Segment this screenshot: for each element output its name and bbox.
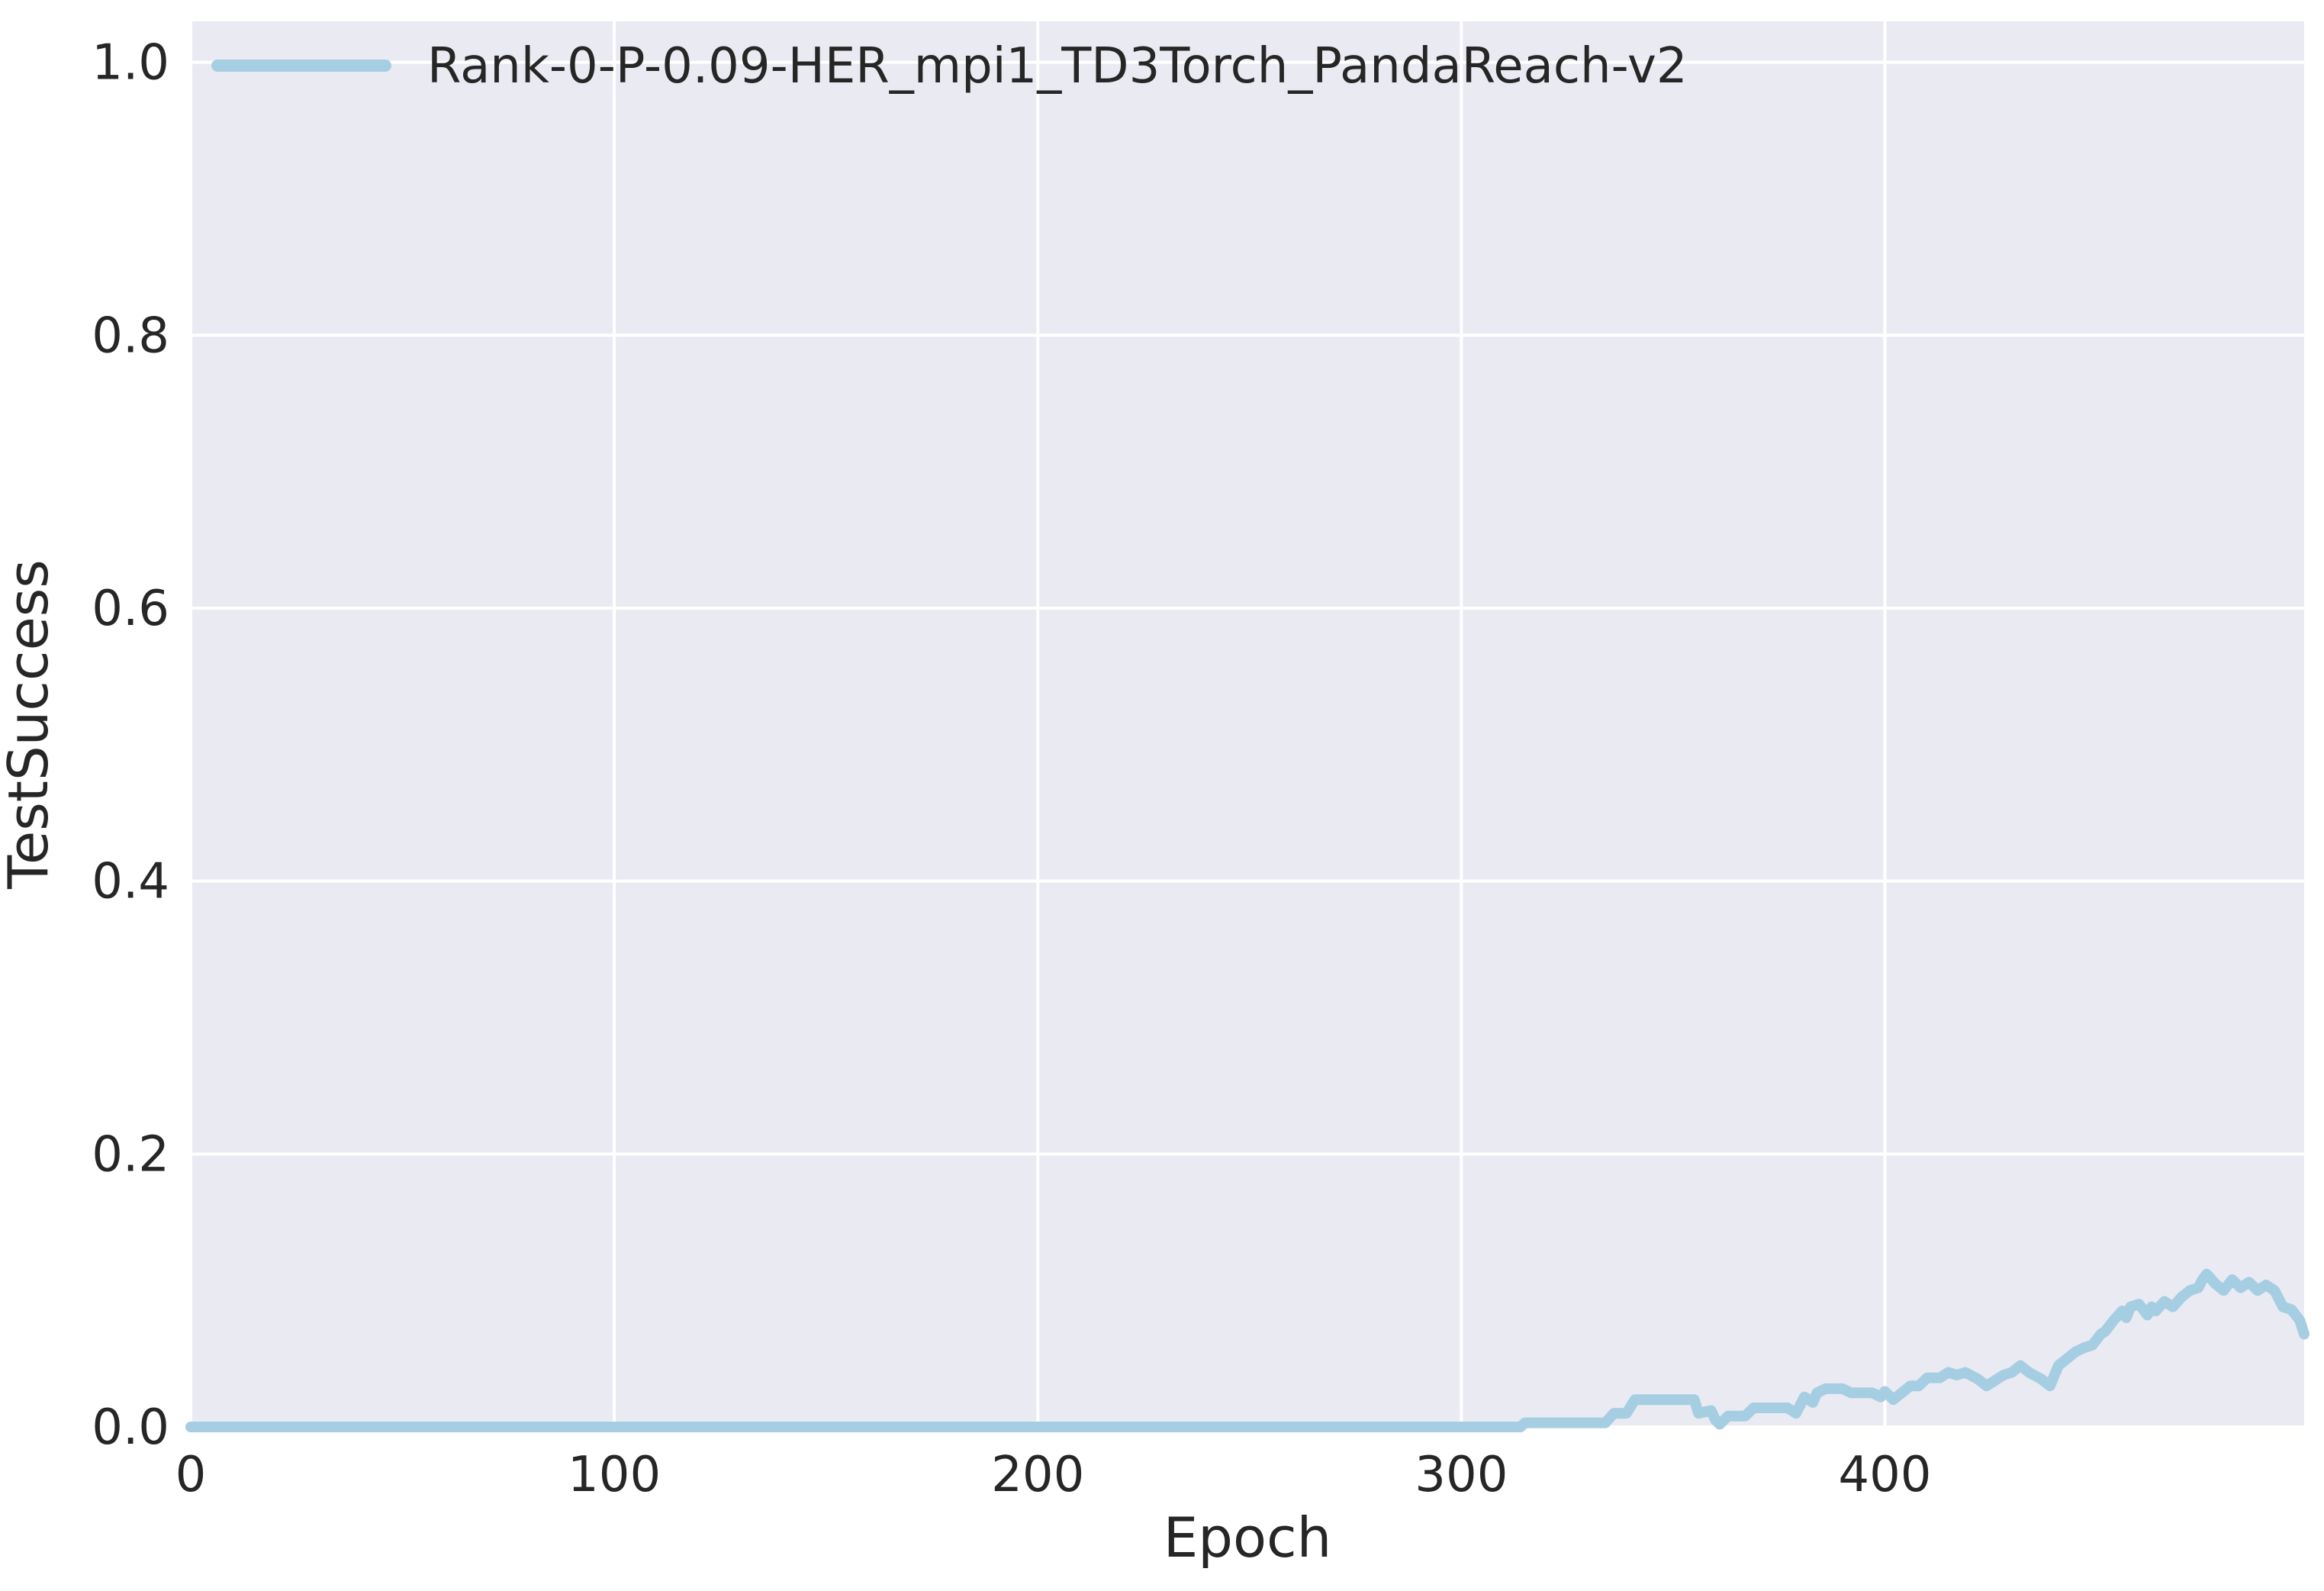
y-tick-label: 0.6	[92, 581, 169, 637]
x-tick-label: 300	[1415, 1447, 1508, 1503]
legend: Rank-0-P-0.09-HER_mpi1_TD3Torch_PandaRea…	[211, 38, 1688, 95]
x-axis-label: Epoch	[1164, 1506, 1331, 1570]
plot-area	[191, 21, 2304, 1427]
y-tick-label: 0.2	[92, 1126, 169, 1183]
y-tick-label: 0.8	[92, 308, 169, 364]
grid-lines	[189, 21, 2304, 1428]
series-layer	[185, 1268, 2310, 1432]
series-line	[185, 1268, 2310, 1432]
tick-labels: 0 100 200 300 400 0.0 0.2 0.4 0.6 0.8 1.0	[92, 35, 1931, 1503]
y-axis-label: TestSuccess	[0, 559, 60, 890]
x-tick-label: 200	[991, 1447, 1084, 1503]
y-tick-label: 0.0	[92, 1399, 169, 1456]
x-tick-label: 400	[1838, 1447, 1931, 1503]
legend-label: Rank-0-P-0.09-HER_mpi1_TD3Torch_PandaRea…	[427, 38, 1688, 95]
y-tick-label: 0.4	[92, 854, 169, 910]
x-tick-label: 100	[568, 1447, 661, 1503]
y-tick-label: 1.0	[92, 35, 169, 92]
x-tick-label: 0	[175, 1447, 207, 1503]
